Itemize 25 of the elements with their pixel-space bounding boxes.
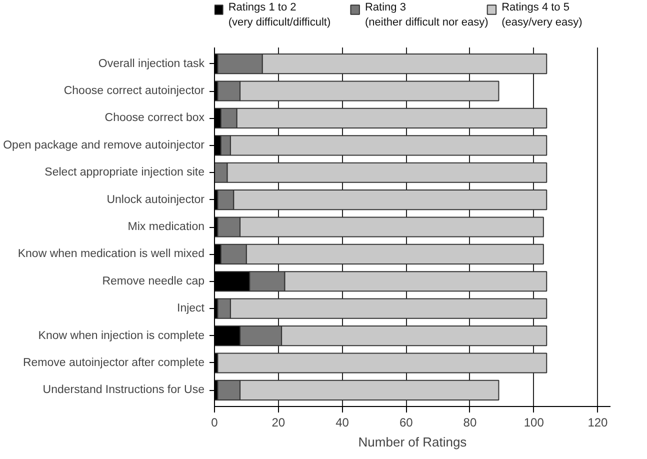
y-tick-label: Choose correct box	[104, 112, 205, 124]
y-tick-label: Choose correct autoinjector	[64, 85, 205, 98]
x-tick-label: 60	[399, 416, 414, 430]
y-tick-label: Inject	[177, 302, 206, 315]
y-tick-label: Know when medication is well mixed	[18, 248, 204, 260]
x-axis-title: Number of Ratings	[358, 434, 468, 450]
y-tick-label: Know when injection is complete	[38, 330, 205, 342]
y-tick-label: Mix medication	[128, 221, 205, 233]
y-tick-label: Remove autoinjector after complete	[22, 356, 205, 369]
x-tick-label: 100	[524, 416, 544, 430]
bar	[217, 352, 548, 374]
y-tick-label: Overall injection task	[98, 58, 205, 70]
y-tick-label: Select appropriate injection site	[44, 166, 205, 179]
y-tick-label: Open package and remove autoinjector	[3, 139, 205, 152]
legend-label: Rating 3 (neither difficult nor easy)	[364, 1, 488, 28]
y-tick-label: Remove needle cap	[102, 275, 205, 288]
legend-label: Ratings 1 to 2 (very difficult/difficult)	[228, 1, 331, 28]
x-tick-label: 120	[588, 416, 608, 430]
x-tick-label: 40	[336, 416, 350, 430]
x-tick-label: 80	[463, 416, 477, 430]
y-tick-label: Unlock autoinjector	[106, 194, 205, 206]
y-tick-label: Understand Instructions for Use	[42, 384, 205, 396]
legend-label: Ratings 4 to 5 (easy/very easy)	[502, 1, 582, 28]
x-tick-label: 20	[272, 416, 286, 430]
x-tick-label: 0	[211, 416, 218, 430]
